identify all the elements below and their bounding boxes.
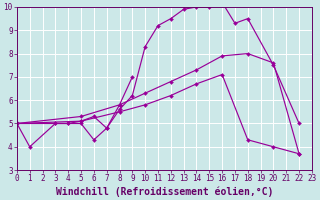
X-axis label: Windchill (Refroidissement éolien,°C): Windchill (Refroidissement éolien,°C) (56, 186, 273, 197)
